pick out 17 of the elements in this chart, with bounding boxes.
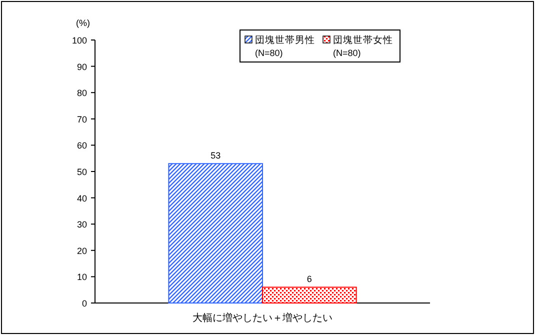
x-tick-label: 大幅に増やしたい＋増やしたい [192, 312, 332, 324]
y-tick-label: 30 [76, 220, 87, 230]
y-tick-label: 100 [72, 36, 87, 46]
y-tick-label: 50 [76, 167, 87, 177]
y-tick-label: 40 [76, 193, 87, 204]
y-axis-title: (%) [76, 18, 90, 28]
legend-label: 団塊世帯男性 (N=80) [255, 34, 315, 58]
data-label: 6 [306, 274, 312, 284]
y-tick-label: 20 [76, 246, 87, 256]
legend-label: 団塊世帯女性 (N=80) [333, 34, 393, 58]
y-tick-label: 60 [76, 140, 87, 151]
data-label: 53 [210, 150, 221, 161]
y-tick-label: 10 [76, 272, 87, 282]
y-tick-label: 80 [76, 88, 87, 98]
y-tick-label: 0 [82, 298, 87, 308]
y-tick-label: 70 [76, 114, 87, 124]
y-tick-label: 90 [76, 62, 87, 72]
